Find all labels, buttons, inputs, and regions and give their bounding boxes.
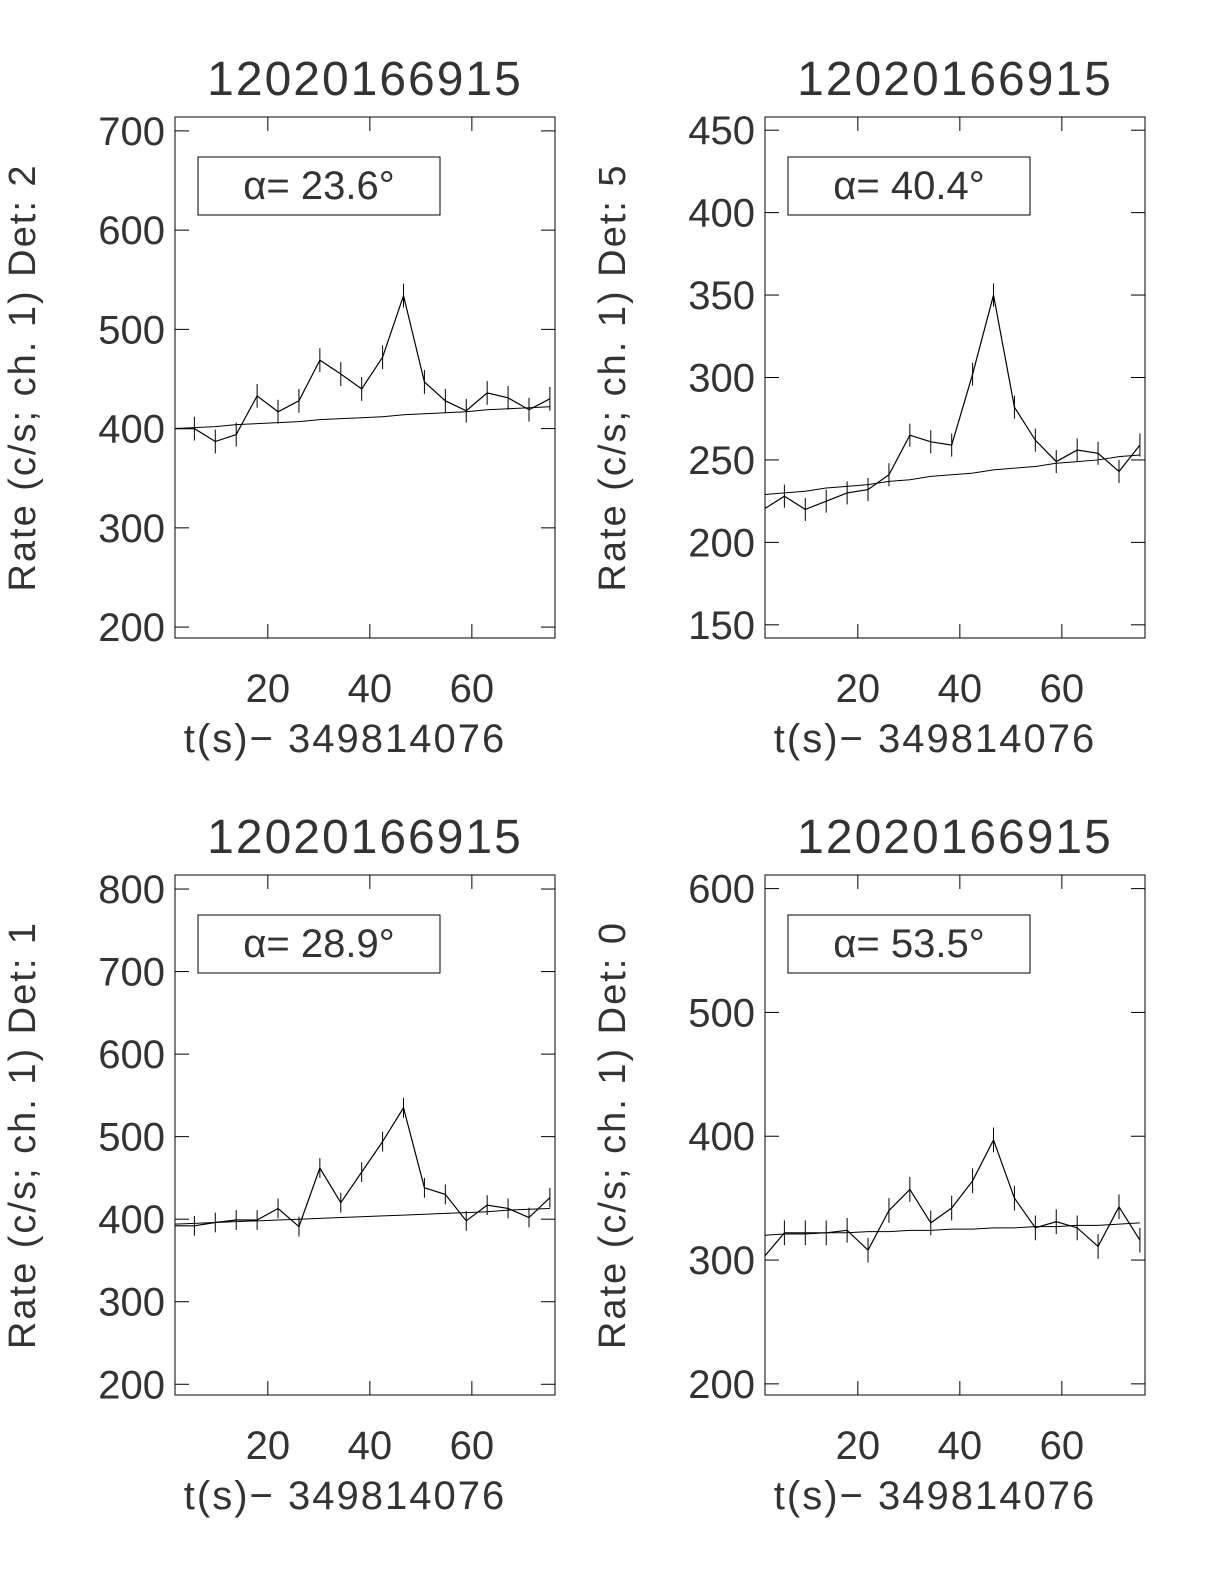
y-tick-label: 600 (98, 1033, 165, 1077)
annotation-box (787, 156, 1031, 216)
panel: 12020166915 200 300 400 500 600 700 20 40 60 t(s)−… (2, 53, 556, 761)
x-axis-label: t(s)− 349814076 (184, 1474, 506, 1518)
x-tick-label: 60 (1040, 667, 1085, 711)
x-tick-label: 60 (1040, 1424, 1085, 1468)
y-tick-label: 600 (98, 209, 165, 253)
y-tick-label: 300 (688, 357, 755, 401)
y-tick-label: 500 (98, 1116, 165, 1160)
y-tick-label: 300 (98, 507, 165, 551)
annotation: α= 40.4° (833, 164, 984, 208)
x-tick-label: 20 (836, 1424, 881, 1468)
y-tick-label: 350 (688, 274, 755, 318)
y-tick-label: 200 (688, 521, 755, 565)
x-axis-label: t(s)− 349814076 (184, 717, 506, 761)
plot-data (175, 283, 551, 454)
panel: 12020166915 200 300 400 500 600 20 40 60 t(s)− 34… (592, 811, 1146, 1518)
x-tick-label: 60 (450, 1424, 495, 1468)
y-tick-label: 200 (98, 1363, 165, 1407)
y-tick-label: 400 (688, 192, 755, 236)
y-tick-label: 150 (688, 604, 755, 648)
panel-title: 12020166915 (797, 811, 1113, 864)
plot-data (765, 283, 1141, 521)
x-tick-label: 20 (246, 1424, 291, 1468)
annotation: α= 53.5° (833, 922, 984, 966)
y-tick-label: 800 (98, 868, 165, 912)
panel: 12020166915 200 300 400 500 600 700 800 20 40 60 t(… (2, 811, 556, 1518)
x-tick-label: 20 (836, 667, 881, 711)
x-axis-label: t(s)− 349814076 (774, 717, 1096, 761)
y-tick-label: 400 (688, 1115, 755, 1159)
y-tick-label: 200 (688, 1363, 755, 1407)
x-tick-label: 40 (938, 1424, 983, 1468)
y-tick-label: 450 (688, 109, 755, 153)
panel-title: 12020166915 (797, 53, 1113, 106)
plot-data (765, 1127, 1141, 1263)
panel-title: 12020166915 (207, 53, 523, 106)
panel-title: 12020166915 (207, 811, 523, 864)
plot-frame (174, 874, 556, 1396)
x-tick-label: 40 (348, 1424, 393, 1468)
y-tick-label: 600 (688, 868, 755, 912)
x-tick-label: 60 (450, 667, 495, 711)
y-tick-label: 700 (98, 951, 165, 995)
x-tick-label: 20 (246, 667, 291, 711)
x-tick-label: 40 (938, 667, 983, 711)
plot-data (175, 1097, 551, 1237)
y-tick-label: 250 (688, 439, 755, 483)
y-axis-label: Rate (c/s; ch. 1) Det: 0 (592, 921, 634, 1349)
x-axis-label: t(s)− 349814076 (774, 1474, 1096, 1518)
annotation: α= 28.9° (243, 922, 394, 966)
plot-frame (764, 874, 1146, 1396)
annotation-box (197, 156, 441, 216)
y-tick-label: 300 (98, 1281, 165, 1325)
y-tick-label: 200 (98, 606, 165, 650)
y-tick-label: 300 (688, 1239, 755, 1283)
plot-frame (174, 116, 556, 639)
x-tick-label: 40 (348, 667, 393, 711)
y-axis-label: Rate (c/s; ch. 1) Det: 5 (592, 163, 634, 591)
y-tick-label: 400 (98, 408, 165, 452)
y-tick-label: 500 (98, 308, 165, 352)
annotation: α= 23.6° (243, 164, 394, 208)
annotation-box (197, 914, 441, 974)
y-tick-label: 400 (98, 1198, 165, 1242)
annotation-box (787, 914, 1031, 974)
y-axis-label: Rate (c/s; ch. 1) Det: 1 (2, 921, 44, 1349)
y-tick-label: 700 (98, 110, 165, 154)
y-axis-label: Rate (c/s; ch. 1) Det: 2 (2, 163, 44, 591)
y-tick-label: 500 (688, 991, 755, 1035)
panel: 12020166915 150 200 250 300 350 400 450 20 40 60 t(… (592, 53, 1146, 761)
